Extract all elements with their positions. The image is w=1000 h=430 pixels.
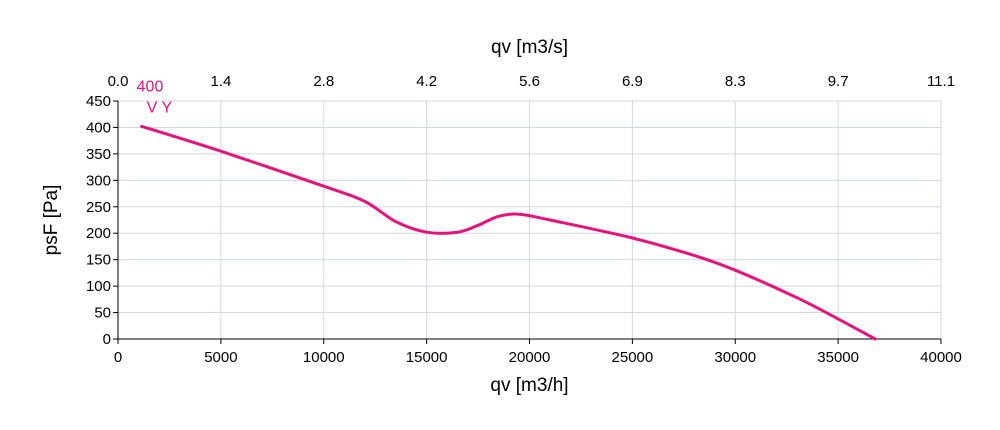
y-axis-title: psF [Pa] [41,185,62,256]
top-x-tick-label: 6.9 [622,73,643,90]
y-tick-label: 150 [86,252,111,269]
y-tick-label: 50 [94,305,111,322]
y-tick-label: 0 [103,331,111,348]
y-tick-label: 250 [86,199,111,216]
y-axis-ticks: 0 50 100 150 200 250 300 350 400 450 [86,93,118,348]
grid-lines [118,100,942,339]
top-x-axis-ticks: 0.0 1.4 2.8 4.2 5.6 6.9 8.3 9.7 11.1 [108,73,955,90]
top-x-tick-label: 1.4 [210,73,231,90]
x-tick-label: 40000 [920,349,962,366]
x-tick-label: 0 [114,349,122,366]
top-x-tick-label: 4.2 [416,73,437,90]
x-tick-label: 5000 [204,349,237,366]
top-x-tick-label: 5.6 [519,73,540,90]
x-axis-title: qv [m3/h] [490,375,568,396]
top-x-tick-label: 2.8 [313,73,334,90]
top-x-tick-label: 0.0 [108,73,129,90]
x-tick-label: 30000 [714,349,756,366]
y-tick-label: 350 [86,146,111,163]
x-tick-label: 10000 [303,349,345,366]
series-value-label: 400 [137,78,164,95]
top-x-axis-title: qv [m3/s] [491,37,568,58]
top-x-tick-label: 11.1 [927,73,955,90]
x-tick-label: 25000 [612,349,654,366]
x-tick-label: 20000 [509,349,551,366]
y-tick-label: 450 [86,93,111,110]
series-name-label: V Y [147,99,173,116]
x-tick-label: 35000 [817,349,859,366]
x-tick-label: 15000 [406,349,448,366]
series-line [140,124,877,341]
x-axis-ticks: 0 5000 10000 15000 20000 25000 30000 35000 40000 [114,339,962,366]
series-layer [140,124,877,341]
y-tick-label: 400 [86,119,111,136]
y-tick-label: 300 [86,172,111,189]
top-x-tick-label: 8.3 [725,73,746,90]
top-x-tick-label: 9.7 [828,73,849,90]
y-tick-label: 200 [86,225,111,242]
y-tick-label: 100 [86,278,111,295]
